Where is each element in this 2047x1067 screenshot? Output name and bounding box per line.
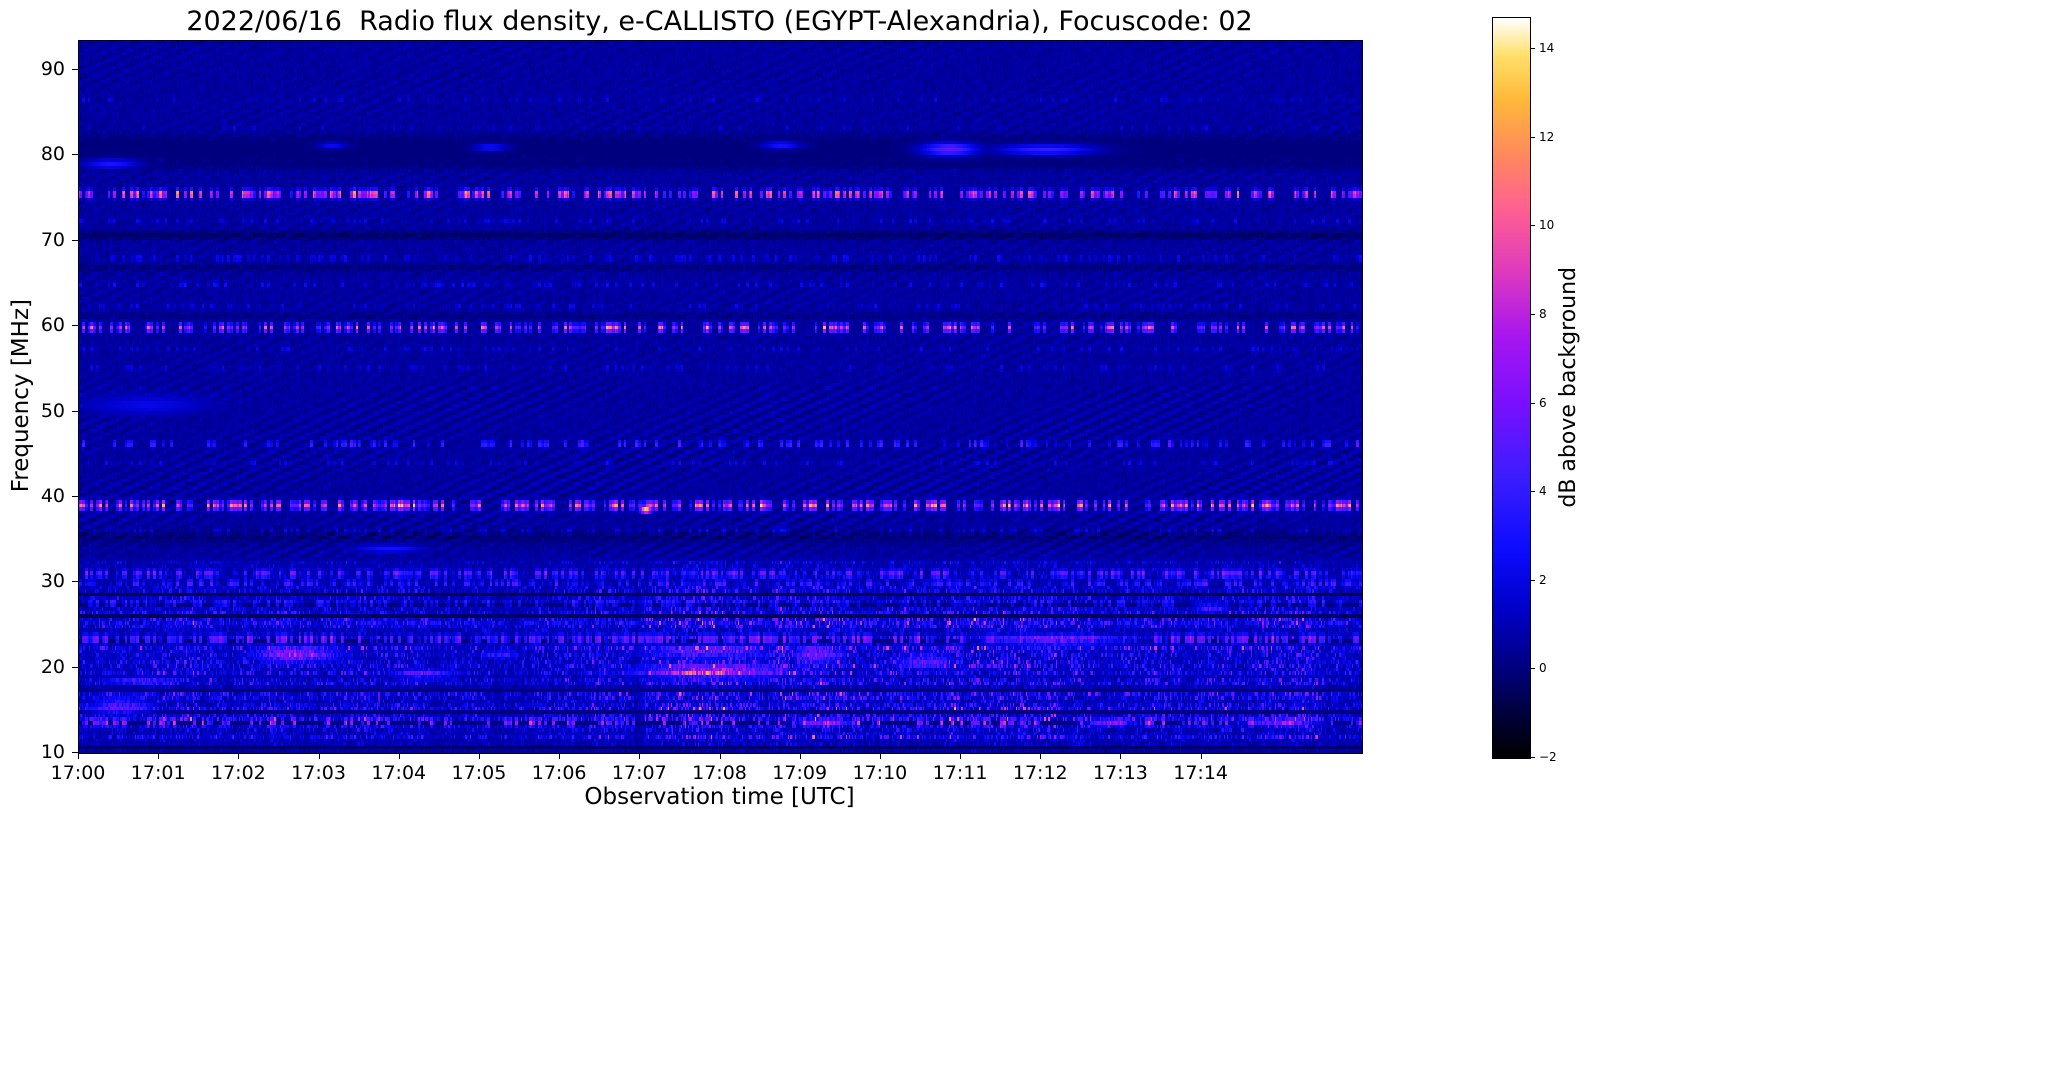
y-tick-label: 10 bbox=[5, 740, 65, 764]
colorbar-tick-label: 0 bbox=[1539, 660, 1547, 676]
x-axis-label: Observation time [UTC] bbox=[78, 784, 1361, 810]
colorbar bbox=[1492, 17, 1531, 759]
x-tick-mark bbox=[800, 753, 801, 759]
colorbar-tick-mark bbox=[1530, 757, 1535, 758]
x-tick-label: 17:10 bbox=[852, 762, 907, 784]
colorbar-label-text: dB above background bbox=[1556, 267, 1581, 508]
colorbar-tick-mark bbox=[1530, 580, 1535, 581]
y-tick-label: 80 bbox=[5, 142, 65, 166]
x-tick-label: 17:09 bbox=[772, 762, 827, 784]
x-tick-mark bbox=[238, 753, 239, 759]
colorbar-tick-label: −2 bbox=[1539, 749, 1557, 765]
colorbar-tick-mark bbox=[1530, 403, 1535, 404]
colorbar-tick-label: 4 bbox=[1539, 483, 1547, 499]
x-tick-mark bbox=[78, 753, 79, 759]
x-tick-mark bbox=[559, 753, 560, 759]
x-tick-mark bbox=[479, 753, 480, 759]
colorbar-tick-label: 6 bbox=[1539, 395, 1547, 411]
x-tick-mark bbox=[1201, 753, 1202, 759]
x-tick-label: 17:02 bbox=[211, 762, 266, 784]
x-tick-label: 17:03 bbox=[291, 762, 346, 784]
y-tick-label: 70 bbox=[5, 228, 65, 252]
x-tick-label: 17:13 bbox=[1093, 762, 1148, 784]
x-tick-label: 17:11 bbox=[933, 762, 988, 784]
x-tick-label: 17:00 bbox=[51, 762, 106, 784]
x-tick-label: 17:07 bbox=[612, 762, 667, 784]
x-tick-label: 17:05 bbox=[452, 762, 507, 784]
colorbar-tick-mark bbox=[1530, 491, 1535, 492]
y-tick-mark bbox=[72, 240, 78, 241]
y-tick-mark bbox=[72, 667, 78, 668]
x-tick-label: 17:01 bbox=[131, 762, 186, 784]
x-tick-mark bbox=[399, 753, 400, 759]
x-tick-label: 17:12 bbox=[1013, 762, 1068, 784]
y-tick-label: 60 bbox=[5, 313, 65, 337]
x-tick-label: 17:08 bbox=[692, 762, 747, 784]
spectrogram-canvas bbox=[79, 41, 1362, 753]
y-tick-mark bbox=[72, 325, 78, 326]
colorbar-tick-label: 10 bbox=[1539, 217, 1554, 233]
y-tick-mark bbox=[72, 411, 78, 412]
y-tick-label: 40 bbox=[5, 484, 65, 508]
x-tick-label: 17:04 bbox=[371, 762, 426, 784]
colorbar-label: dB above background bbox=[1556, 17, 1581, 757]
colorbar-tick-mark bbox=[1530, 314, 1535, 315]
x-tick-mark bbox=[639, 753, 640, 759]
x-tick-mark bbox=[880, 753, 881, 759]
y-tick-mark bbox=[72, 69, 78, 70]
figure: 2022/06/16 Radio flux density, e-CALLIST… bbox=[0, 0, 2047, 1067]
x-tick-label: 17:06 bbox=[532, 762, 587, 784]
colorbar-tick-mark bbox=[1530, 137, 1535, 138]
colorbar-tick-label: 12 bbox=[1539, 129, 1554, 145]
colorbar-tick-label: 14 bbox=[1539, 40, 1554, 56]
x-tick-label: 17:14 bbox=[1173, 762, 1228, 784]
x-tick-mark bbox=[158, 753, 159, 759]
chart-title: 2022/06/16 Radio flux density, e-CALLIST… bbox=[78, 6, 1361, 37]
x-tick-mark bbox=[720, 753, 721, 759]
colorbar-canvas bbox=[1493, 18, 1530, 758]
y-tick-label: 20 bbox=[5, 655, 65, 679]
y-tick-mark bbox=[72, 496, 78, 497]
x-tick-mark bbox=[1120, 753, 1121, 759]
y-tick-label: 50 bbox=[5, 399, 65, 423]
x-tick-mark bbox=[960, 753, 961, 759]
y-tick-label: 90 bbox=[5, 57, 65, 81]
y-tick-mark bbox=[72, 581, 78, 582]
colorbar-tick-mark bbox=[1530, 225, 1535, 226]
y-tick-mark bbox=[72, 154, 78, 155]
colorbar-tick-mark bbox=[1530, 48, 1535, 49]
plot-area bbox=[78, 40, 1363, 754]
x-tick-mark bbox=[1040, 753, 1041, 759]
colorbar-tick-label: 8 bbox=[1539, 306, 1547, 322]
y-tick-label: 30 bbox=[5, 569, 65, 593]
colorbar-tick-label: 2 bbox=[1539, 572, 1547, 588]
y-axis-ticks: 908070605040302010 bbox=[0, 40, 78, 756]
colorbar-tick-mark bbox=[1530, 668, 1535, 669]
x-tick-mark bbox=[319, 753, 320, 759]
